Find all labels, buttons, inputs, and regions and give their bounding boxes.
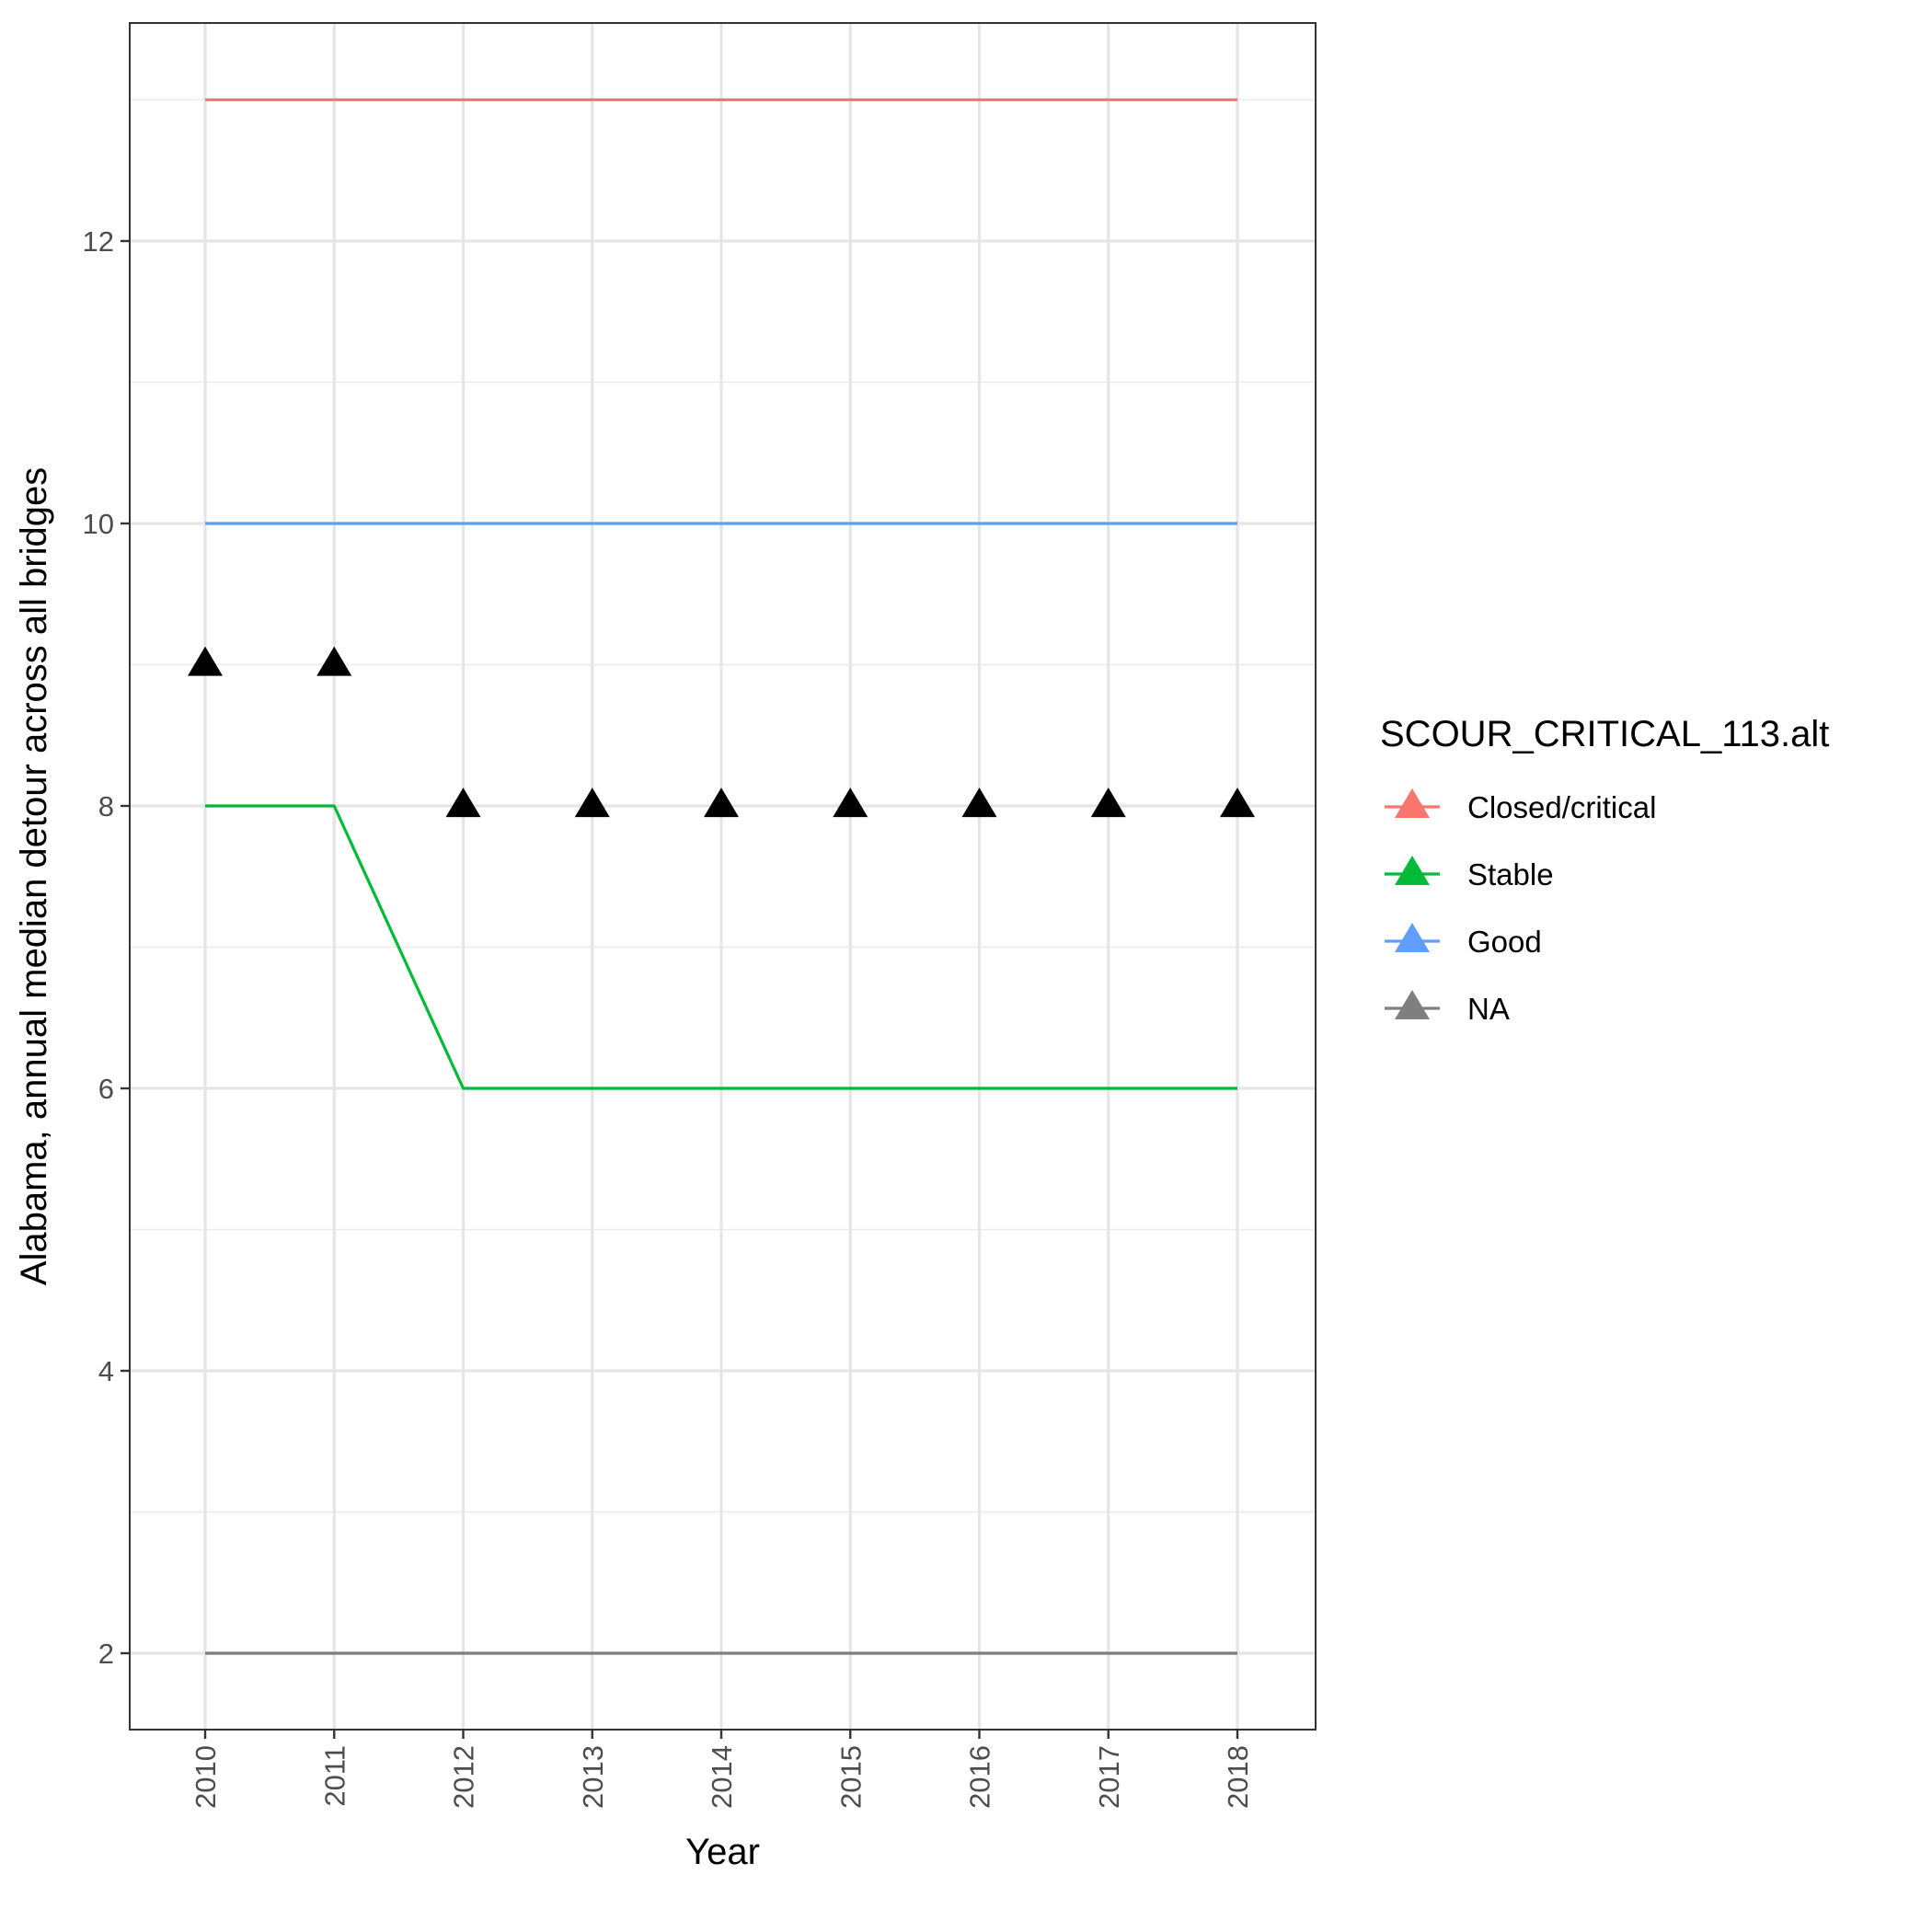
x-tick-label: 2017 [1093,1745,1125,1809]
x-tick-label: 2010 [190,1745,222,1809]
triangle-points [188,646,1255,818]
series-line [205,804,1237,1090]
legend-key-triangle-icon [1395,990,1430,1019]
legend-key-triangle-icon [1395,923,1430,952]
y-axis: 2 4 6 8 10 12 [83,225,130,1670]
y-tick-label: 6 [98,1073,114,1105]
y-tick-label: 2 [98,1638,114,1670]
legend-key-triangle-icon [1395,856,1430,885]
y-tick-label: 4 [98,1355,114,1387]
x-tick-label: 2012 [448,1745,480,1809]
panel-border [129,22,1317,1731]
series-lines [205,98,1237,1655]
y-tick-label: 8 [98,790,114,822]
data-point [188,646,223,676]
data-point [833,788,868,818]
data-point [1090,788,1126,818]
legend-title: SCOUR_CRITICAL_113.alt [1380,714,1829,754]
data-point [704,788,739,818]
legend-key-triangle-icon [1395,788,1430,818]
x-tick-label: 2016 [964,1745,996,1809]
x-tick-label: 2011 [318,1745,351,1807]
y-tick-label: 12 [83,225,114,258]
data-point [574,788,610,818]
y-tick-label: 10 [83,508,114,540]
x-tick-label: 2013 [577,1745,609,1809]
data-point [445,788,481,818]
x-axis: 2010 2011 2012 2013 2014 2015 2016 2017 2018 [190,1730,1254,1809]
legend-items: Closed/critical Stable Good NA [1385,788,1656,1026]
major-gridlines [130,23,1316,1730]
x-tick-label: 2015 [834,1745,867,1809]
data-point [316,646,352,676]
y-axis-title: Alabama, annual median detour across all… [14,467,54,1285]
legend-label: NA [1467,992,1510,1026]
data-point [1220,788,1255,818]
legend-label: Stable [1467,857,1554,891]
x-tick-label: 2018 [1222,1745,1254,1809]
legend: SCOUR_CRITICAL_113.alt Closed/critical St… [1380,714,1829,1026]
legend-label: Closed/critical [1467,790,1656,824]
x-tick-label: 2014 [706,1745,738,1809]
x-axis-title: Year [685,1832,760,1872]
data-point [961,788,997,818]
legend-label: Good [1467,925,1542,959]
